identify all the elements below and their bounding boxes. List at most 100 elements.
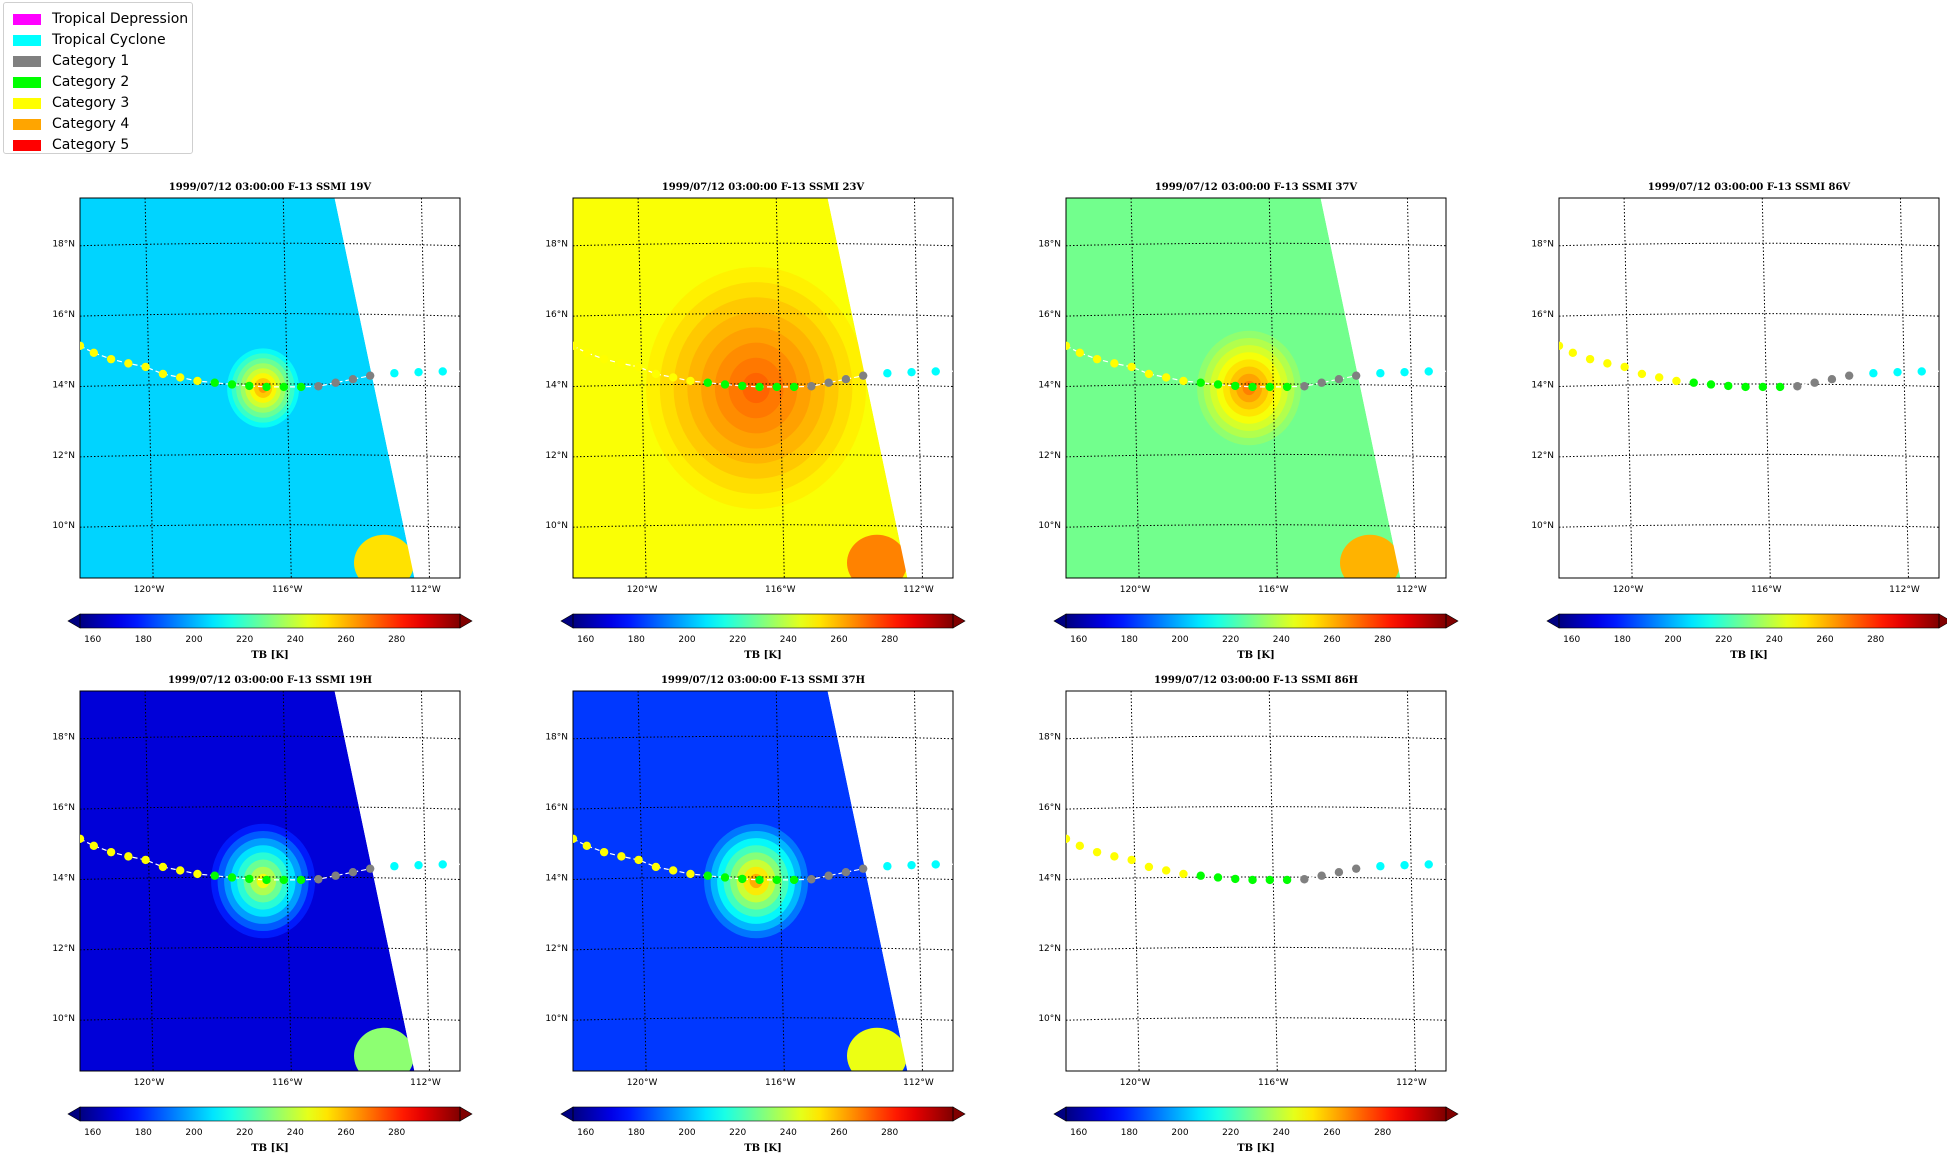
lon-tick-label: 116°W bbox=[1258, 585, 1289, 595]
lon-gridline bbox=[1130, 691, 1140, 1071]
track-point bbox=[1869, 369, 1878, 378]
colorbar-extend-high bbox=[1938, 613, 1947, 629]
colorbar-extend-low bbox=[67, 1106, 81, 1122]
track-point bbox=[841, 375, 851, 384]
lon-gridline bbox=[420, 198, 430, 578]
lat-gridline bbox=[80, 806, 460, 810]
lat-tick-label: 12°N bbox=[1038, 944, 1061, 954]
colorbar-tick-label: 280 bbox=[1374, 635, 1391, 645]
colorbar-frame bbox=[572, 613, 954, 629]
colorbar-extend-low bbox=[560, 613, 574, 629]
warm-patch-outer bbox=[847, 1027, 907, 1071]
lat-gridline bbox=[1559, 313, 1939, 317]
track-point bbox=[573, 341, 578, 350]
legend-swatch bbox=[13, 139, 41, 151]
colorbar-frame bbox=[1558, 613, 1940, 629]
track-point bbox=[738, 874, 747, 884]
track-point bbox=[858, 371, 868, 380]
panel-title: 1999/07/12 03:00:00 F-13 SSMI 86V bbox=[1648, 182, 1851, 193]
lat-tick-label: 12°N bbox=[1531, 451, 1554, 461]
legend-entry-tropical-cyclone: Tropical Cyclone bbox=[13, 31, 166, 49]
track-point bbox=[931, 860, 940, 869]
colorbar-tick-label: 180 bbox=[628, 635, 645, 645]
lat-tick-label: 10°N bbox=[545, 521, 568, 531]
panel-title: 1999/07/12 03:00:00 F-13 SSMI 23V bbox=[662, 182, 865, 193]
track-point bbox=[807, 875, 816, 884]
track-point bbox=[314, 875, 323, 884]
storm-track bbox=[80, 834, 471, 885]
legend-swatch bbox=[13, 13, 41, 25]
track-point bbox=[720, 380, 730, 389]
track-point bbox=[1844, 371, 1854, 380]
track-point bbox=[175, 866, 185, 875]
track-point bbox=[1585, 354, 1595, 364]
track-point bbox=[1917, 367, 1926, 376]
lon-gridline bbox=[420, 691, 430, 1071]
track-point bbox=[668, 866, 678, 875]
track-point bbox=[1424, 367, 1433, 376]
colorbar-label: TB [K] bbox=[251, 1143, 289, 1154]
lon-tick-label: 120°W bbox=[134, 585, 165, 595]
track-point bbox=[720, 873, 730, 882]
track-point bbox=[279, 875, 289, 885]
warm-patch-outer bbox=[354, 1027, 414, 1071]
track-point bbox=[1066, 341, 1071, 350]
lat-gridline bbox=[1066, 806, 1446, 810]
colorbar-extend-high bbox=[1445, 613, 1459, 629]
map-panel: 1999/07/12 03:00:00 F-13 SSMI 86V 10°N 12°… bbox=[1531, 182, 1947, 661]
track-point bbox=[262, 382, 271, 392]
lat-gridline bbox=[80, 735, 460, 740]
track-point bbox=[124, 852, 133, 861]
track-point bbox=[1075, 348, 1085, 358]
track-point bbox=[651, 369, 661, 379]
track-point bbox=[841, 868, 851, 877]
track-point bbox=[907, 367, 916, 377]
brightness-field bbox=[1066, 198, 1446, 578]
track-point bbox=[141, 855, 150, 865]
colorbar-tick-label: 220 bbox=[729, 635, 746, 645]
track-point bbox=[1893, 367, 1902, 377]
panel-title: 1999/07/12 03:00:00 F-13 SSMI 86H bbox=[1154, 675, 1358, 686]
track-point bbox=[414, 367, 423, 377]
legend-swatch bbox=[13, 55, 41, 67]
colorbar-frame bbox=[1065, 1106, 1447, 1122]
lat-tick-label: 14°N bbox=[52, 873, 75, 883]
panel-frame bbox=[1065, 690, 1447, 1072]
track-point bbox=[279, 382, 289, 392]
lon-tick-label: 120°W bbox=[627, 585, 658, 595]
track-point bbox=[1282, 875, 1292, 885]
colorbar-extend-high bbox=[952, 1106, 966, 1122]
lat-gridline bbox=[573, 313, 953, 317]
lon-tick-label: 116°W bbox=[765, 1078, 796, 1088]
track-point bbox=[1300, 875, 1309, 884]
colorbar-body bbox=[573, 1107, 953, 1121]
colorbar-tick-label: 160 bbox=[577, 635, 594, 645]
track-point bbox=[390, 369, 399, 378]
lat-gridline bbox=[573, 383, 953, 387]
track-point bbox=[348, 375, 358, 384]
lat-tick-label: 12°N bbox=[545, 944, 568, 954]
lat-tick-label: 14°N bbox=[1531, 380, 1554, 390]
colorbar-frame bbox=[79, 613, 461, 629]
track-point bbox=[1424, 860, 1433, 869]
lon-tick-label: 116°W bbox=[272, 585, 303, 595]
lon-tick-label: 112°W bbox=[903, 585, 934, 595]
colorbar-tick-label: 200 bbox=[1171, 635, 1188, 645]
track-point bbox=[106, 847, 116, 857]
warm-patch bbox=[847, 534, 907, 578]
colorbar-tick-label: 200 bbox=[185, 1128, 202, 1138]
track-point bbox=[634, 855, 643, 865]
lon-tick-label: 116°W bbox=[765, 585, 796, 595]
lat-gridline bbox=[80, 946, 460, 951]
track-point bbox=[686, 869, 695, 879]
lat-tick-label: 18°N bbox=[545, 733, 568, 743]
track-point bbox=[1775, 382, 1785, 392]
lon-tick-label: 112°W bbox=[1396, 1078, 1427, 1088]
track-point bbox=[463, 860, 471, 868]
colorbar-tick-label: 180 bbox=[1121, 635, 1138, 645]
lon-gridline bbox=[1899, 198, 1909, 578]
lat-tick-label: 16°N bbox=[545, 310, 568, 320]
track-point bbox=[348, 868, 358, 877]
colorbar-tick-label: 180 bbox=[1121, 1128, 1138, 1138]
colorbar-tick-label: 260 bbox=[1816, 635, 1833, 645]
